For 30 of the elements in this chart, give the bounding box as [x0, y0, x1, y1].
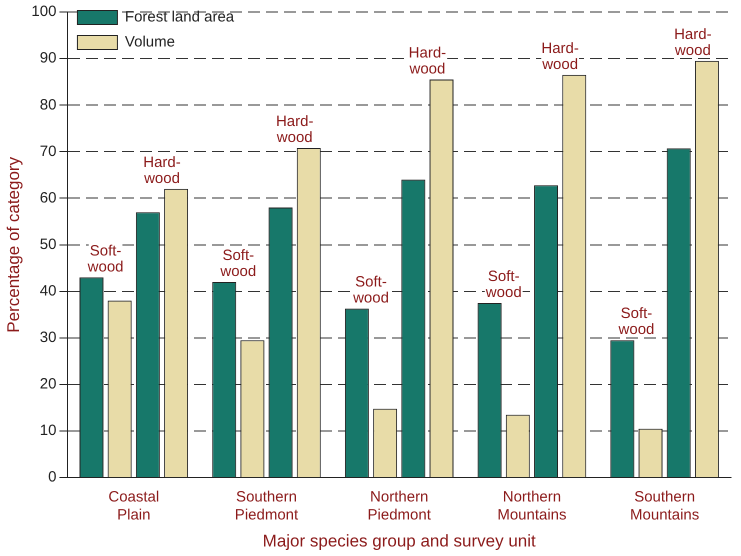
annotation: Hard- wood	[541, 40, 579, 73]
y-tick-label: 30	[40, 329, 56, 346]
y-tick-label: 90	[40, 50, 56, 67]
x-tick-label: Northern Piedmont	[368, 488, 432, 524]
x-tick-label: Coastal Plain	[108, 488, 160, 524]
annotation: Soft- wood	[86, 242, 124, 276]
annotation: Soft- wood	[618, 305, 654, 338]
annotation: Hard- wood	[674, 26, 712, 59]
y-tick-label: 20	[40, 376, 56, 393]
y-tick-label: 0	[48, 468, 56, 486]
annotation: Hard- wood	[276, 112, 314, 146]
legend-label: Volume	[124, 34, 175, 51]
y-tick-label: 80	[40, 96, 56, 114]
y-tick-label: 10	[40, 422, 56, 440]
annotation: Hard- wood	[143, 154, 181, 187]
x-axis-title: Major species group and survey unit	[262, 531, 536, 550]
annotation: Soft- wood	[484, 268, 522, 301]
annotation: Soft- wood	[219, 247, 256, 280]
y-tick-label: 60	[40, 189, 56, 206]
x-tick-label: Southern Mountains	[630, 488, 700, 524]
y-tick-label: 70	[40, 142, 56, 160]
annotation: Soft- wood	[352, 274, 389, 307]
x-tick-label: Southern Piedmont	[234, 488, 300, 524]
y-tick-label: 50	[40, 236, 56, 253]
y-tick-label: 40	[40, 282, 56, 300]
annotation: Hard- wood	[408, 44, 446, 78]
y-axis-title: Percentage of category	[4, 156, 23, 333]
x-tick-label: Northern Mountains	[497, 488, 567, 524]
y-tick-label: 100	[31, 3, 56, 20]
legend-label: Forest land area	[124, 8, 235, 26]
